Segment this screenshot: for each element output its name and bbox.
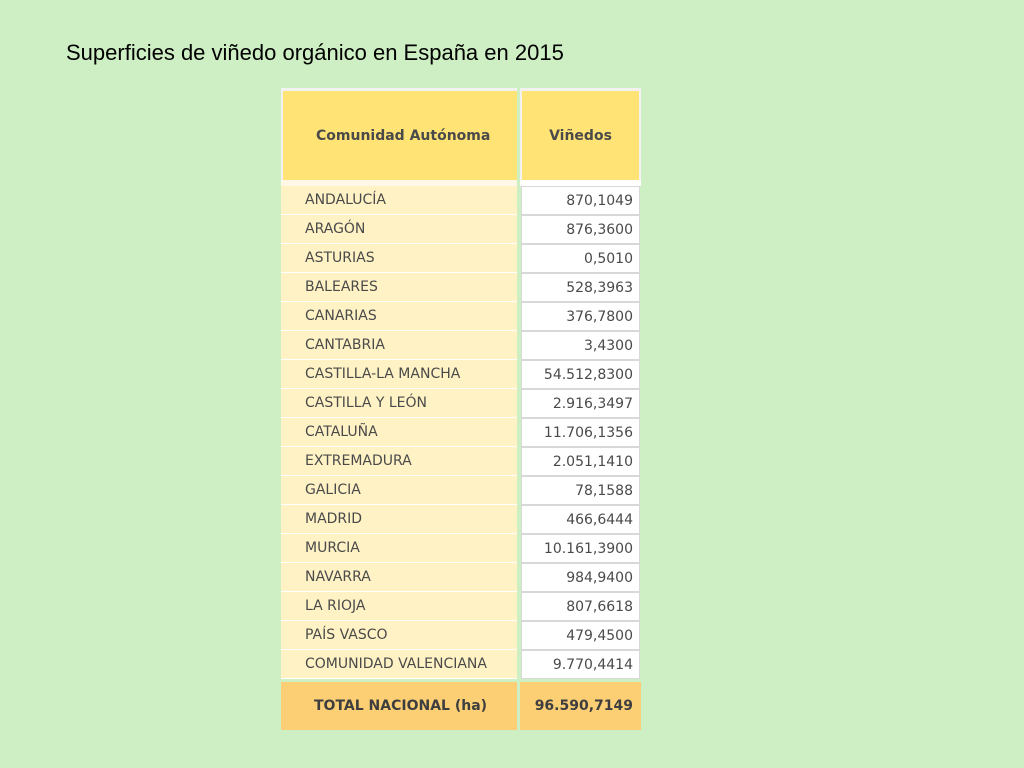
vineyard-value-cell: 984,9400 [521,563,640,592]
vineyard-value-cell: 9.770,4414 [521,650,640,679]
region-cell: MURCIA [281,534,517,563]
region-cell: CANARIAS [281,302,517,331]
region-cell: ANDALUCÍA [281,186,517,215]
header-spacer [520,180,641,186]
region-cell: CANTABRIA [281,331,517,360]
vineyard-value-cell: 807,6618 [521,592,640,621]
total-value: 96.590,7149 [520,682,641,730]
vineyard-value-cell: 11.706,1356 [521,418,640,447]
region-cell: GALICIA [281,476,517,505]
region-cell: LA RIOJA [281,592,517,621]
vineyard-value-cell: 54.512,8300 [521,360,640,389]
region-cell: ASTURIAS [281,244,517,273]
region-column: Comunidad Autónoma ANDALUCÍA ARAGÓN ASTURI… [281,88,517,730]
vineyard-value-cell: 376,7800 [521,302,640,331]
region-cell: CATALUÑA [281,418,517,447]
slide-title: Superficies de viñedo orgánico en España… [66,40,564,65]
region-column-header: Comunidad Autónoma [281,88,517,180]
vineyard-table: Comunidad Autónoma ANDALUCÍA ARAGÓN ASTURI… [281,88,641,730]
region-cell: ARAGÓN [281,215,517,244]
vineyard-value-cell: 78,1588 [521,476,640,505]
region-cell: BALEARES [281,273,517,302]
region-cell: NAVARRA [281,563,517,592]
vineyard-value-cell: 10.161,3900 [521,534,640,563]
vineyard-value-cell: 2.916,3497 [521,389,640,418]
region-cell: MADRID [281,505,517,534]
region-cell: EXTREMADURA [281,447,517,476]
vineyard-value-cell: 876,3600 [521,215,640,244]
header-spacer [281,180,517,186]
vineyards-column: Viñedos 870,1049 876,3600 0,5010 528,3963 37… [520,88,641,730]
vineyard-value-cell: 2.051,1410 [521,447,640,476]
total-label: TOTAL NACIONAL (ha) [281,682,517,730]
region-cell: PAÍS VASCO [281,621,517,650]
vineyard-value-cell: 870,1049 [521,186,640,215]
region-cell: CASTILLA Y LEÓN [281,389,517,418]
vineyard-value-cell: 0,5010 [521,244,640,273]
region-cell: COMUNIDAD VALENCIANA [281,650,517,679]
vineyards-column-header: Viñedos [520,88,641,180]
vineyard-value-cell: 528,3963 [521,273,640,302]
region-cell: CASTILLA-LA MANCHA [281,360,517,389]
vineyard-value-cell: 3,4300 [521,331,640,360]
vineyard-value-cell: 466,6444 [521,505,640,534]
vineyard-value-cell: 479,4500 [521,621,640,650]
